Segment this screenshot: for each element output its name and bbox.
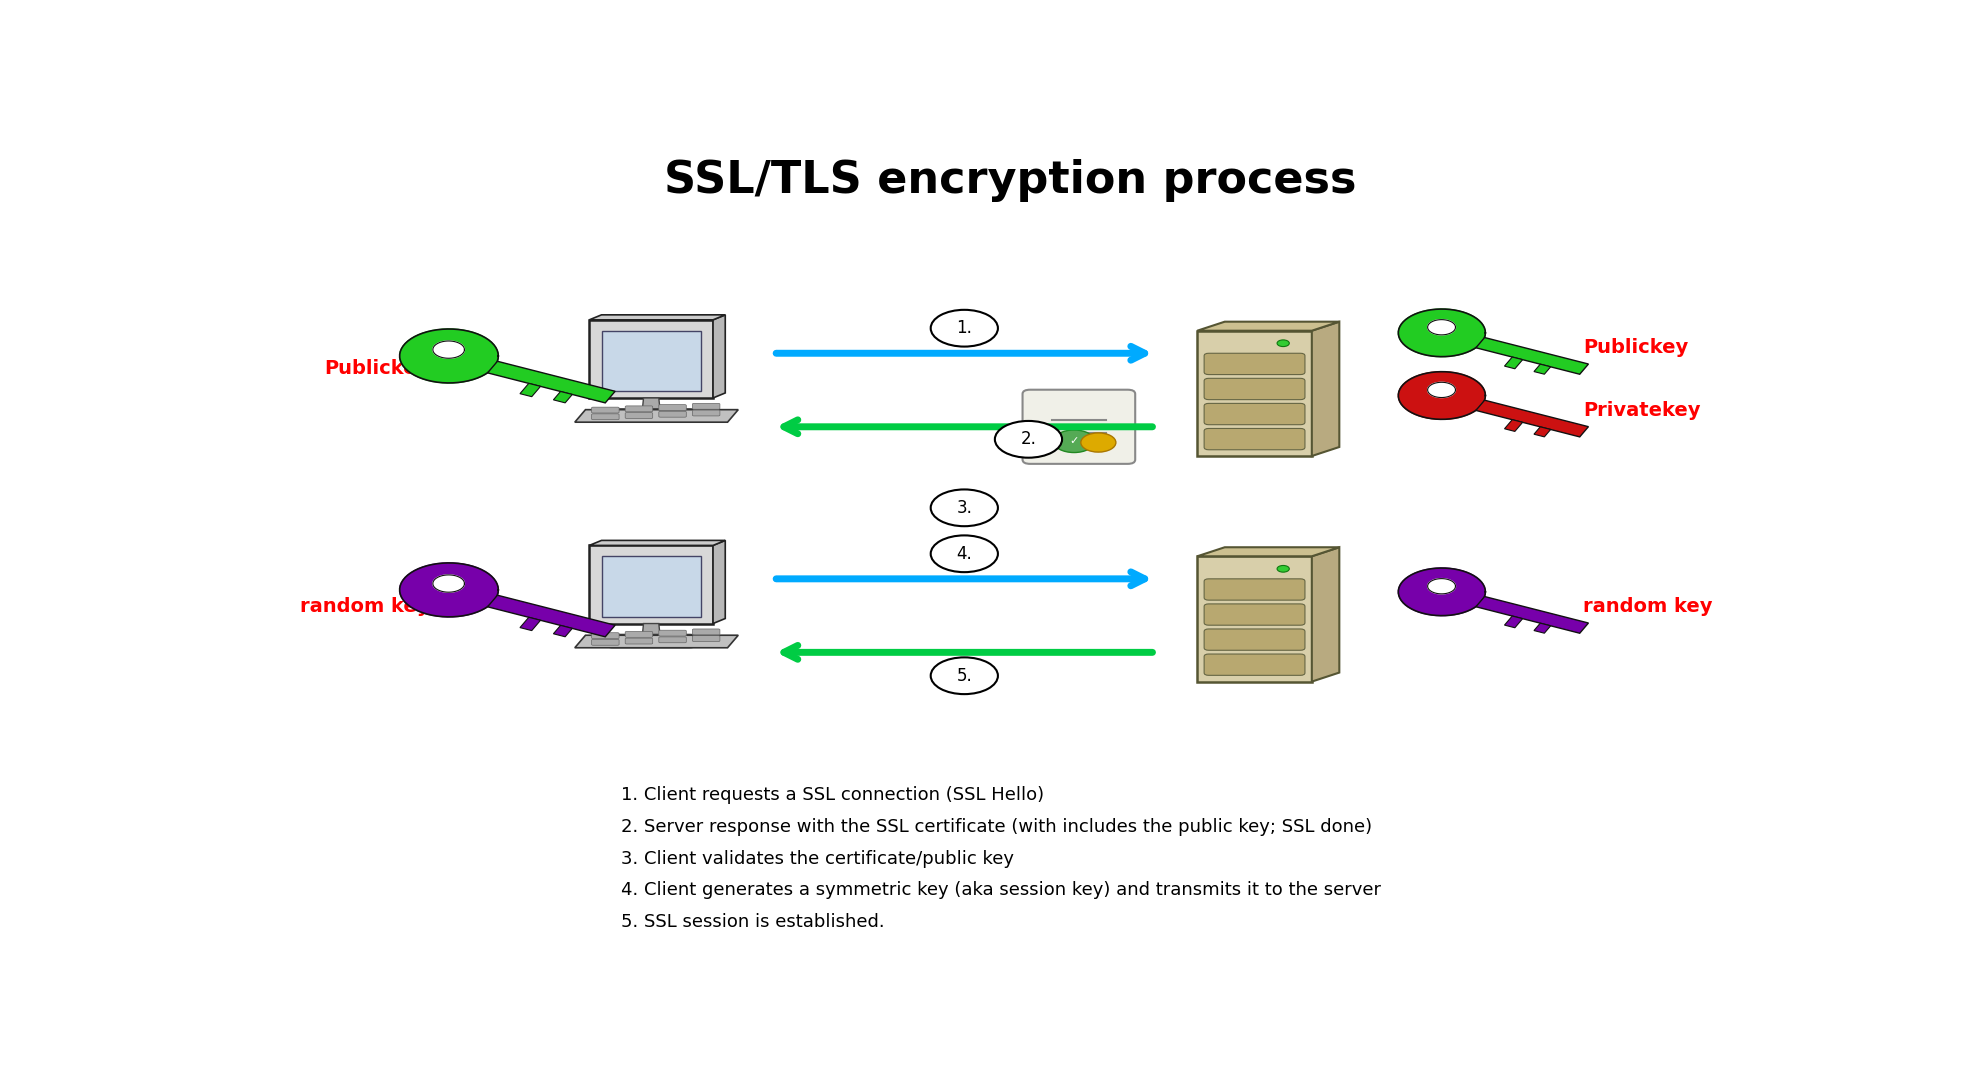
FancyBboxPatch shape — [591, 413, 619, 420]
FancyBboxPatch shape — [658, 637, 686, 642]
Text: 4. Client generates a symmetric key (aka session key) and transmits it to the se: 4. Client generates a symmetric key (aka… — [621, 881, 1380, 899]
Polygon shape — [1427, 320, 1455, 335]
Polygon shape — [576, 410, 739, 422]
Polygon shape — [487, 361, 615, 403]
Text: 4.: 4. — [956, 545, 972, 563]
Polygon shape — [643, 624, 660, 639]
Circle shape — [1080, 433, 1116, 452]
FancyBboxPatch shape — [625, 638, 652, 644]
Text: random key: random key — [1583, 597, 1713, 616]
Text: random key: random key — [300, 597, 430, 616]
Polygon shape — [1504, 420, 1524, 432]
FancyBboxPatch shape — [625, 412, 652, 419]
FancyBboxPatch shape — [625, 631, 652, 637]
FancyBboxPatch shape — [658, 411, 686, 417]
FancyBboxPatch shape — [1196, 557, 1313, 681]
FancyBboxPatch shape — [1023, 390, 1135, 464]
Polygon shape — [520, 617, 540, 630]
Circle shape — [930, 310, 997, 346]
FancyBboxPatch shape — [1204, 578, 1305, 600]
Polygon shape — [1533, 623, 1551, 634]
Text: 5.: 5. — [956, 667, 972, 685]
Polygon shape — [1313, 321, 1340, 456]
FancyBboxPatch shape — [692, 629, 719, 635]
FancyBboxPatch shape — [601, 331, 702, 392]
Polygon shape — [1476, 597, 1589, 634]
FancyBboxPatch shape — [1196, 331, 1313, 456]
Circle shape — [930, 489, 997, 526]
FancyBboxPatch shape — [589, 320, 714, 398]
Circle shape — [1277, 340, 1289, 346]
Polygon shape — [1533, 365, 1551, 374]
Polygon shape — [589, 540, 725, 546]
Polygon shape — [1196, 321, 1340, 331]
FancyBboxPatch shape — [1204, 654, 1305, 675]
Circle shape — [1053, 430, 1094, 452]
Polygon shape — [1476, 400, 1589, 437]
Polygon shape — [1504, 357, 1524, 369]
Polygon shape — [1427, 382, 1455, 397]
Polygon shape — [487, 596, 615, 637]
Polygon shape — [1397, 309, 1486, 357]
Polygon shape — [589, 315, 725, 320]
Text: 2. Server response with the SSL certificate (with includes the public key; SSL d: 2. Server response with the SSL certific… — [621, 818, 1372, 835]
FancyBboxPatch shape — [658, 405, 686, 410]
Text: Publickey: Publickey — [325, 359, 430, 378]
FancyBboxPatch shape — [591, 407, 619, 413]
Polygon shape — [1397, 372, 1486, 419]
Text: SSL/TLS encryption process: SSL/TLS encryption process — [664, 159, 1356, 203]
FancyBboxPatch shape — [605, 635, 698, 648]
Polygon shape — [576, 635, 739, 648]
Polygon shape — [400, 329, 499, 383]
FancyBboxPatch shape — [589, 546, 714, 624]
Text: 2.: 2. — [1021, 431, 1037, 448]
Text: 3.: 3. — [956, 499, 972, 516]
Text: 1. Client requests a SSL connection (SSL Hello): 1. Client requests a SSL connection (SSL… — [621, 786, 1045, 804]
Polygon shape — [520, 383, 540, 397]
Text: Publickey: Publickey — [1583, 337, 1689, 357]
Polygon shape — [1313, 547, 1340, 681]
FancyBboxPatch shape — [1204, 429, 1305, 450]
FancyBboxPatch shape — [1204, 354, 1305, 374]
FancyBboxPatch shape — [625, 406, 652, 411]
FancyBboxPatch shape — [1204, 629, 1305, 650]
FancyBboxPatch shape — [692, 404, 719, 409]
FancyBboxPatch shape — [692, 410, 719, 416]
Polygon shape — [1427, 578, 1455, 593]
FancyBboxPatch shape — [1204, 379, 1305, 399]
Polygon shape — [1533, 426, 1551, 437]
Polygon shape — [434, 341, 465, 358]
Polygon shape — [714, 315, 725, 398]
Text: 1.: 1. — [956, 319, 972, 337]
Circle shape — [930, 535, 997, 572]
Polygon shape — [434, 575, 465, 592]
Circle shape — [995, 421, 1062, 458]
Circle shape — [930, 658, 997, 694]
Polygon shape — [554, 392, 572, 403]
Polygon shape — [400, 563, 499, 617]
FancyBboxPatch shape — [605, 409, 698, 422]
FancyBboxPatch shape — [1204, 404, 1305, 424]
Polygon shape — [1196, 547, 1340, 557]
FancyBboxPatch shape — [601, 557, 702, 617]
Polygon shape — [554, 625, 572, 637]
Polygon shape — [1397, 569, 1486, 615]
Polygon shape — [1504, 616, 1524, 628]
Polygon shape — [643, 398, 660, 413]
FancyBboxPatch shape — [1204, 604, 1305, 625]
Circle shape — [1277, 565, 1289, 572]
Polygon shape — [1476, 337, 1589, 374]
FancyBboxPatch shape — [591, 639, 619, 646]
Text: ✓: ✓ — [1070, 436, 1078, 446]
FancyBboxPatch shape — [692, 636, 719, 641]
FancyBboxPatch shape — [591, 633, 619, 639]
Text: 3. Client validates the certificate/public key: 3. Client validates the certificate/publ… — [621, 850, 1013, 868]
Text: 5. SSL session is established.: 5. SSL session is established. — [621, 912, 885, 931]
Text: Privatekey: Privatekey — [1583, 400, 1701, 420]
Polygon shape — [714, 540, 725, 624]
FancyBboxPatch shape — [658, 630, 686, 636]
